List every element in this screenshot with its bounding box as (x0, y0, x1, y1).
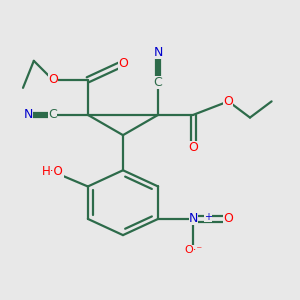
Text: C: C (48, 108, 57, 122)
Text: +: + (204, 212, 212, 222)
Text: O: O (224, 212, 233, 225)
Text: C: C (154, 76, 163, 89)
Text: N: N (153, 46, 163, 59)
Text: N: N (24, 108, 33, 122)
Text: O: O (118, 57, 128, 70)
Text: O: O (188, 141, 198, 154)
Text: O: O (48, 73, 58, 86)
Text: O: O (224, 95, 233, 108)
Text: N: N (188, 212, 198, 225)
Text: O·⁻: O·⁻ (184, 245, 202, 255)
Text: H·O: H·O (42, 165, 64, 178)
